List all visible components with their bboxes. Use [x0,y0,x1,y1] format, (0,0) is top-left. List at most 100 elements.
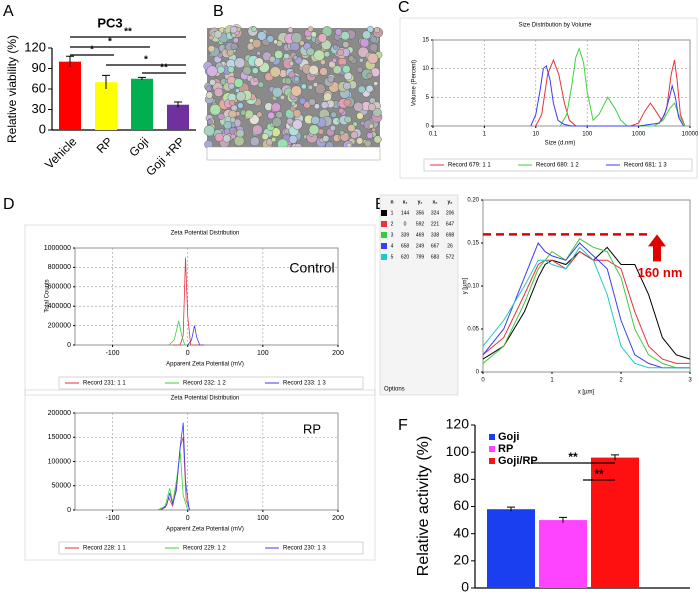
y-tick-label: 15 [422,38,429,44]
bar [95,82,117,130]
sem-grain [299,97,306,105]
panel-frame [24,389,376,561]
error-bar [102,74,110,89]
sem-grain [368,123,374,129]
table-cell: 647 [446,221,455,227]
sem-grain [271,102,281,113]
table-cell: 3 [391,232,394,238]
row-swatch [381,210,387,216]
legend-swatch [489,434,495,440]
sem-grain [373,81,379,86]
significance-label: * [90,45,94,56]
table-cell: 799 [416,254,425,260]
significance-label: * [144,55,148,66]
sem-grain [283,53,290,60]
y-tick-label: 0 [476,370,480,376]
series-line [482,246,690,369]
sem-grain [340,31,350,41]
legend-swatch [489,458,495,464]
chart-title: Zeta Potential Distribution [171,396,240,402]
sem-grain [271,137,277,143]
sem-grain [362,30,371,40]
sem-grain [342,41,350,48]
y-tick-label: 800000 [48,264,71,271]
sem-grain [329,125,336,132]
y-tick-label: 50000 [52,483,72,490]
x-tick-label: 200 [332,350,344,357]
x-tick-label: Goji +RP [143,134,187,178]
sem-grain [342,65,351,74]
series-line [161,422,190,511]
sem-grain [293,109,302,118]
sem-grain [244,109,254,119]
series-line [535,58,686,127]
table-cell: 620 [401,254,410,260]
panel-frame [399,17,698,179]
sem-grain [327,76,335,83]
sem-grain [367,25,374,33]
y-tick-label: 60 [453,497,469,513]
sem-grain [286,117,294,125]
x-tick-label: 0 [186,515,190,522]
x-tick-label: 1 [483,132,487,138]
sem-grain [357,85,366,94]
y-tick-label: 120 [446,416,470,432]
sem-grain [232,37,239,44]
table-cell: 249 [416,243,425,249]
legend-label: Record 681: 1 3 [624,163,667,169]
y-tick-label: 20 [453,552,469,568]
series-line [172,257,203,346]
sem-grain [339,130,345,136]
error-bar [611,454,619,461]
sem-grain [332,57,337,63]
table-cell: 356 [416,210,425,216]
sem-grain [261,132,269,141]
y-tick-label: 200000 [48,322,71,329]
table-header: x₁ [403,199,408,205]
row-swatch [381,254,387,260]
sem-grain [268,55,276,63]
x-tick-label: 0.1 [429,132,438,138]
sem-grain [358,57,364,63]
sem-grain [301,83,307,90]
legend-label: Record 679: 1 1 [448,163,491,169]
sem-grain [217,113,225,120]
legend-label: RP [498,443,513,455]
table-cell: 469 [416,232,425,238]
table-cell: 5 [391,254,394,260]
panel-letter: D [3,196,15,213]
panel-frame [24,224,376,396]
sem-grain [251,67,259,74]
table-cell: 206 [446,210,455,216]
sem-grain [332,65,342,75]
table-cell: 0 [404,221,407,227]
series-line [482,238,690,369]
sem-grain [267,111,275,120]
table-header: x₂ [432,199,437,205]
y-axis-label: Relative activity (%) [415,436,432,576]
y-tick-label: 0.15 [467,241,479,247]
y-axis-label: y [µm] [463,277,469,294]
x-tick-label: 0 [186,350,190,357]
x-tick-label: RP [94,134,116,156]
sem-grain [207,45,215,53]
y-tick-label: 90 [32,60,46,75]
sem-grain [269,66,281,78]
sem-grain [292,119,303,130]
sem-grain [230,133,236,140]
sem-grain [240,109,247,116]
sem-grain [322,135,330,143]
sem-grain [209,104,221,116]
sem-grain [371,127,376,133]
x-tick-label: 3 [688,378,692,384]
sem-grain [332,44,338,50]
sem-grain [257,81,264,88]
panel-letter: F [398,417,408,434]
sem-grain [308,98,316,106]
y-tick-label: 5 [426,95,430,101]
table-cell: 2 [391,221,394,227]
legend-box [58,541,364,555]
x-tick-label: 10000 [682,132,698,138]
significance-label: * [108,37,112,48]
sem-grain [253,77,258,82]
